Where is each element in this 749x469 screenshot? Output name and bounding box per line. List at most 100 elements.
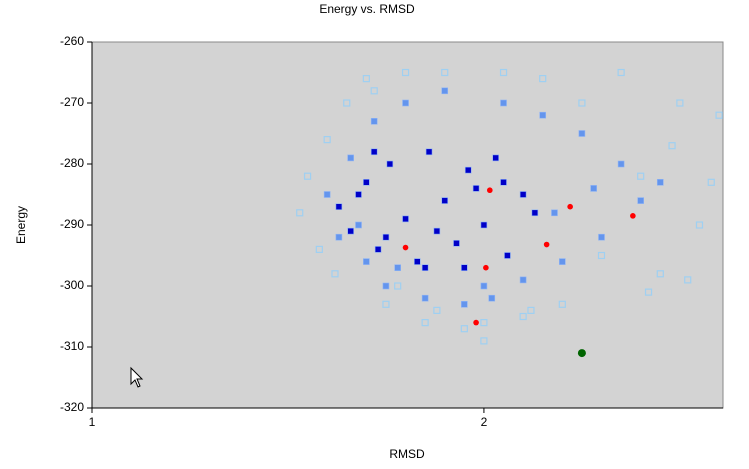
point xyxy=(488,294,496,302)
point xyxy=(413,258,421,265)
y-tick-label: -310 xyxy=(60,339,84,353)
point xyxy=(598,233,605,241)
point xyxy=(453,240,460,247)
point xyxy=(480,319,488,327)
point xyxy=(500,179,507,186)
point xyxy=(464,166,472,174)
point xyxy=(695,221,704,229)
point xyxy=(335,203,343,210)
point xyxy=(370,148,378,156)
point xyxy=(492,154,499,162)
point xyxy=(441,87,449,95)
point xyxy=(394,282,402,290)
y-tick-label: -320 xyxy=(60,400,84,414)
point xyxy=(543,241,550,248)
point xyxy=(370,87,378,95)
cursor xyxy=(130,366,144,388)
point xyxy=(500,99,507,107)
y-axis-label: Energy xyxy=(14,206,28,244)
point xyxy=(527,306,535,314)
point xyxy=(362,74,370,83)
point xyxy=(578,130,586,137)
point xyxy=(374,246,382,253)
point xyxy=(461,300,468,308)
point xyxy=(347,154,354,162)
point xyxy=(441,197,449,204)
point xyxy=(331,270,339,278)
point xyxy=(531,209,539,217)
point xyxy=(402,215,409,223)
point xyxy=(473,319,479,326)
point xyxy=(656,270,664,278)
point xyxy=(519,276,527,284)
point xyxy=(539,111,547,119)
point xyxy=(483,264,489,271)
point xyxy=(421,264,429,272)
point xyxy=(577,349,586,358)
point xyxy=(382,300,390,308)
point xyxy=(668,142,676,150)
point xyxy=(425,148,433,156)
y-tick-label: -290 xyxy=(60,217,84,231)
point xyxy=(335,233,343,241)
point xyxy=(433,306,441,314)
point xyxy=(617,68,625,77)
point xyxy=(487,187,493,194)
point xyxy=(296,209,304,217)
point xyxy=(519,191,527,198)
y-tick-label: -260 xyxy=(60,34,84,48)
point xyxy=(597,251,606,260)
point xyxy=(558,300,566,308)
point xyxy=(461,264,468,272)
point xyxy=(323,191,331,198)
point xyxy=(684,276,692,284)
point xyxy=(617,160,625,168)
point xyxy=(567,203,573,210)
point xyxy=(559,258,566,265)
point xyxy=(402,244,409,251)
point xyxy=(343,99,351,107)
point xyxy=(382,233,390,241)
point xyxy=(370,118,378,125)
point xyxy=(402,99,409,107)
point xyxy=(656,179,664,186)
y-tick-label: -270 xyxy=(60,95,84,109)
plot-background xyxy=(91,41,724,409)
point xyxy=(421,294,429,302)
point xyxy=(707,178,715,186)
point xyxy=(363,179,370,186)
x-axis-label: RMSD xyxy=(389,447,425,461)
point xyxy=(504,252,511,259)
point xyxy=(355,191,362,198)
point xyxy=(590,185,597,192)
point xyxy=(480,221,488,229)
point xyxy=(637,172,645,180)
point xyxy=(303,172,312,180)
point xyxy=(401,68,410,77)
point xyxy=(433,227,441,235)
point xyxy=(519,312,527,321)
point xyxy=(363,258,370,265)
x-tick-label: 1 xyxy=(89,415,96,429)
point xyxy=(386,160,394,168)
point xyxy=(578,99,586,107)
point xyxy=(421,319,429,327)
point xyxy=(630,213,636,219)
point xyxy=(382,282,390,290)
point xyxy=(715,111,723,119)
point xyxy=(355,221,362,229)
point xyxy=(323,136,331,144)
point xyxy=(315,245,323,253)
point xyxy=(480,282,488,290)
chart-title: Energy vs. RMSD xyxy=(319,2,415,16)
point xyxy=(637,197,644,204)
point xyxy=(480,337,488,345)
point xyxy=(499,68,508,77)
point xyxy=(676,99,684,107)
point xyxy=(460,325,468,333)
point xyxy=(644,288,653,296)
point xyxy=(394,264,402,272)
point xyxy=(347,227,354,235)
y-tick-label: -300 xyxy=(60,278,84,292)
